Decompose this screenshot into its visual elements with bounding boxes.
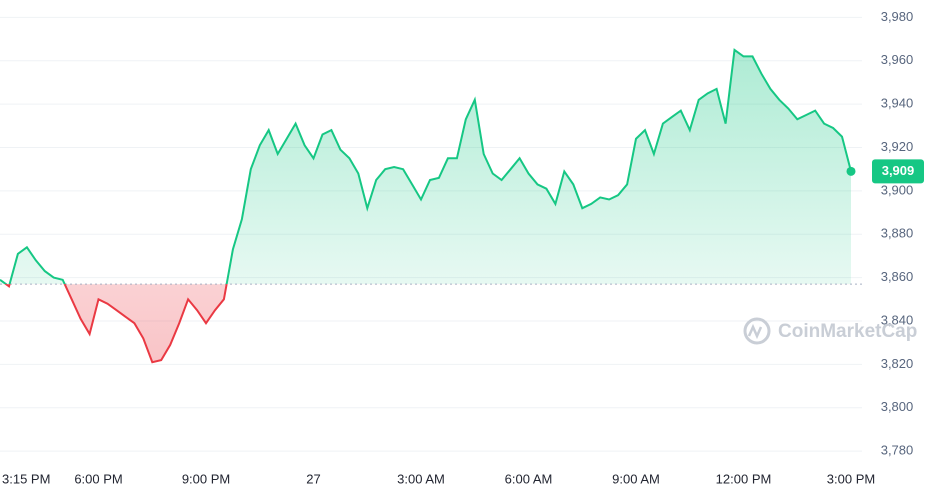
price-badge-label: 3,909 (882, 163, 915, 178)
price-line-up (0, 48, 852, 285)
y-tick-label: 3,820 (881, 356, 914, 371)
y-tick-label: 3,940 (881, 96, 914, 111)
y-tick-label: 3,800 (881, 399, 914, 414)
watermark-text: CoinMarketCap (778, 321, 917, 342)
price-badge (872, 159, 924, 184)
y-tick-label: 3,860 (881, 269, 914, 284)
x-tick-label: 6:00 AM (505, 471, 553, 486)
y-tick-label: 3,920 (881, 139, 914, 154)
watermark: CoinMarketCap (743, 317, 917, 345)
x-tick-label: 9:00 AM (612, 471, 660, 486)
x-tick-label: 12:00 PM (716, 471, 772, 486)
y-tick-label: 3,880 (881, 226, 914, 241)
area-up (0, 49, 851, 285)
y-tick-label: 3,960 (881, 52, 914, 67)
y-tick-label: 3,840 (881, 312, 914, 327)
x-tick-label: 6:00 PM (74, 471, 122, 486)
x-tick-label: 3:15 PM (2, 471, 50, 486)
x-tick-label: 9:00 PM (182, 471, 230, 486)
x-tick-label: 3:00 AM (397, 471, 445, 486)
x-tick-label: 3:00 PM (827, 471, 875, 486)
price-line-down (4, 284, 228, 364)
y-tick-label: 3,980 (881, 9, 914, 24)
y-tick-label: 3,900 (881, 182, 914, 197)
area-down (0, 284, 851, 363)
y-tick-label: 3,780 (881, 443, 914, 458)
x-tick-label: 27 (306, 471, 320, 486)
last-point (846, 166, 856, 176)
